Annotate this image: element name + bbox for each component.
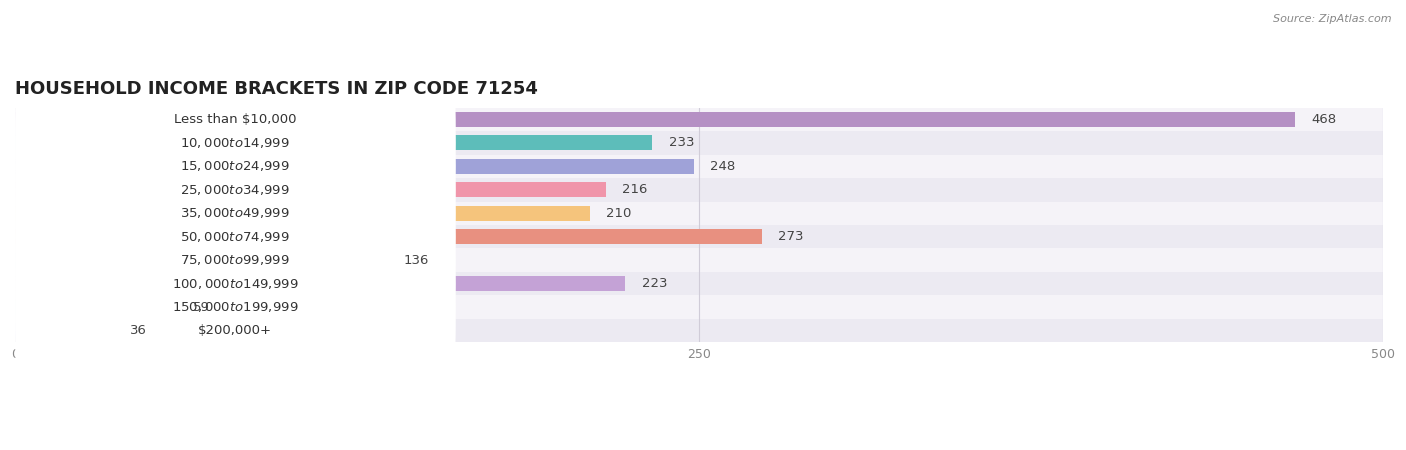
Text: $150,000 to $199,999: $150,000 to $199,999 [172, 300, 298, 314]
Text: 216: 216 [623, 183, 648, 196]
Bar [15, 178, 1384, 202]
Bar [15, 229, 762, 244]
Text: 210: 210 [606, 207, 631, 220]
Text: 468: 468 [1312, 113, 1337, 126]
Bar [15, 159, 693, 174]
Text: 248: 248 [710, 160, 735, 173]
FancyBboxPatch shape [15, 207, 456, 361]
Bar [15, 295, 1384, 319]
Text: $50,000 to $74,999: $50,000 to $74,999 [180, 230, 290, 244]
Bar [15, 319, 1384, 342]
Bar [15, 108, 1384, 131]
FancyBboxPatch shape [15, 66, 456, 220]
Text: 233: 233 [669, 136, 695, 149]
Text: $15,000 to $24,999: $15,000 to $24,999 [180, 159, 290, 173]
FancyBboxPatch shape [15, 253, 456, 408]
Bar [15, 135, 652, 150]
FancyBboxPatch shape [15, 160, 456, 314]
Bar [15, 206, 589, 221]
Bar [15, 252, 387, 268]
Bar [15, 300, 177, 315]
Bar [15, 323, 114, 338]
Text: HOUSEHOLD INCOME BRACKETS IN ZIP CODE 71254: HOUSEHOLD INCOME BRACKETS IN ZIP CODE 71… [15, 80, 538, 98]
Text: $100,000 to $149,999: $100,000 to $149,999 [172, 277, 298, 291]
Text: 59: 59 [193, 301, 209, 314]
Text: 223: 223 [641, 277, 666, 290]
Text: $200,000+: $200,000+ [198, 324, 273, 337]
Bar [15, 276, 626, 291]
FancyBboxPatch shape [15, 42, 456, 197]
Bar [15, 248, 1384, 272]
Text: $10,000 to $14,999: $10,000 to $14,999 [180, 136, 290, 150]
FancyBboxPatch shape [15, 89, 456, 243]
Text: Less than $10,000: Less than $10,000 [174, 113, 297, 126]
Text: $35,000 to $49,999: $35,000 to $49,999 [180, 206, 290, 220]
FancyBboxPatch shape [15, 112, 456, 267]
Text: 273: 273 [779, 230, 804, 243]
Bar [15, 155, 1384, 178]
FancyBboxPatch shape [15, 230, 456, 384]
Text: 36: 36 [129, 324, 146, 337]
Bar [15, 182, 606, 198]
Text: Source: ZipAtlas.com: Source: ZipAtlas.com [1274, 14, 1392, 23]
Text: $75,000 to $99,999: $75,000 to $99,999 [180, 253, 290, 267]
Text: $25,000 to $34,999: $25,000 to $34,999 [180, 183, 290, 197]
Bar [15, 112, 1295, 127]
FancyBboxPatch shape [15, 183, 456, 338]
Bar [15, 131, 1384, 155]
Bar [15, 202, 1384, 225]
Bar [15, 225, 1384, 248]
FancyBboxPatch shape [15, 136, 456, 290]
Bar [15, 272, 1384, 295]
Text: 136: 136 [404, 254, 429, 267]
